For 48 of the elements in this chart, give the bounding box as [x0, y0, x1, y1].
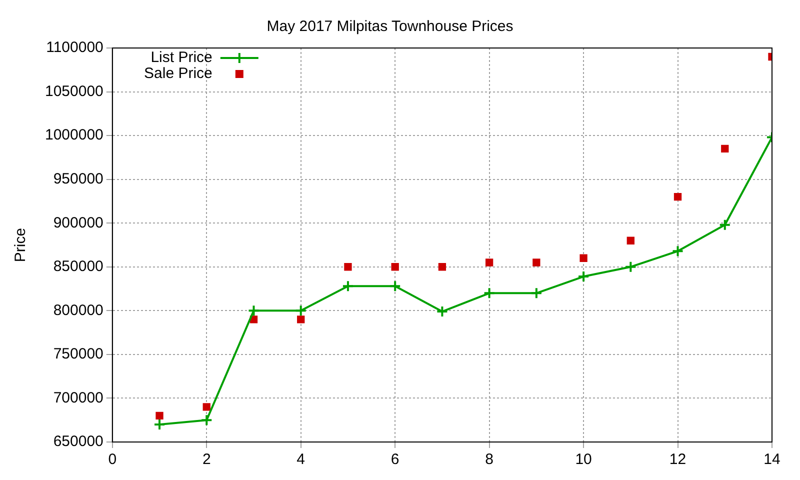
y-axis-title: Price — [12, 228, 30, 262]
point — [391, 263, 399, 271]
point — [674, 193, 682, 201]
point — [154, 418, 166, 430]
x-tick-label: 4 — [296, 451, 306, 468]
point — [344, 263, 352, 271]
y-tick-label: 700000 — [53, 389, 104, 406]
y-tick-label: 650000 — [53, 433, 104, 450]
x-tick-label: 0 — [108, 451, 117, 468]
point — [436, 306, 448, 318]
y-tick-label: 850000 — [53, 258, 104, 276]
chart-title: May 2017 Milpitas Townhouse Prices — [266, 18, 514, 36]
x-tick-label: 6 — [390, 451, 400, 468]
x-tick-label: 2 — [202, 451, 211, 468]
point — [624, 260, 637, 273]
y-tick-label: 800000 — [53, 302, 104, 319]
point — [248, 304, 260, 317]
x-tick-label: 14 — [764, 451, 780, 468]
point — [485, 258, 494, 266]
legend-label: Sale Price — [144, 65, 212, 82]
y-tick-label: 1100000 — [46, 39, 104, 56]
point — [721, 144, 729, 153]
point — [578, 270, 590, 283]
point — [297, 316, 305, 324]
point — [672, 245, 684, 258]
legend-label: List Price — [150, 49, 212, 66]
point — [389, 280, 402, 292]
point — [718, 218, 731, 231]
y-tick-label: 750000 — [53, 346, 104, 363]
y-tick-label: 950000 — [53, 170, 104, 188]
point — [532, 258, 540, 266]
point — [200, 414, 213, 426]
point — [580, 254, 588, 262]
point — [530, 287, 542, 300]
point — [250, 316, 258, 324]
point — [438, 263, 446, 271]
y-tick-label: 1050000 — [44, 82, 104, 100]
point — [483, 287, 496, 300]
x-tick-label: 10 — [575, 451, 592, 468]
y-tick-label: 900000 — [53, 214, 104, 232]
x-tick-label: 8 — [485, 451, 494, 468]
point — [342, 280, 354, 292]
point — [156, 412, 164, 420]
point — [202, 403, 210, 411]
x-tick-label: 12 — [669, 451, 686, 468]
point — [294, 304, 307, 317]
y-tick-label: 1000000 — [44, 126, 104, 144]
point — [626, 236, 634, 244]
